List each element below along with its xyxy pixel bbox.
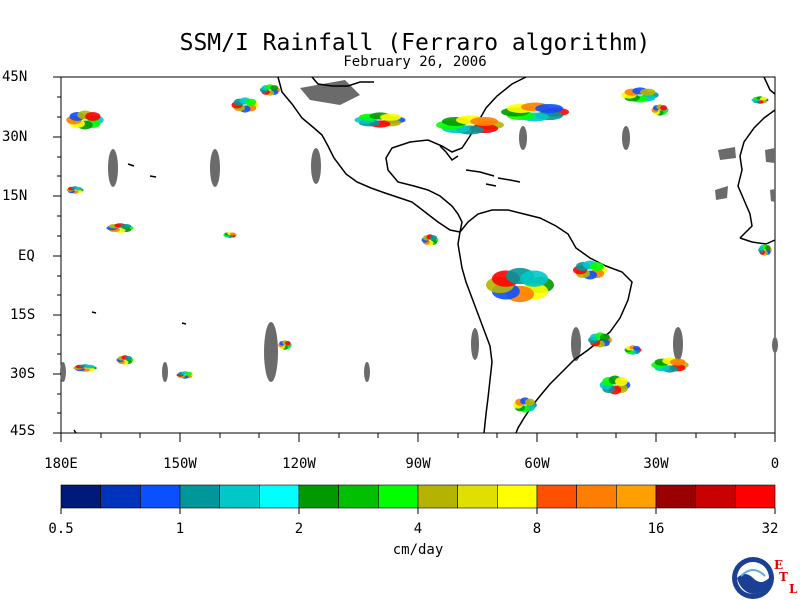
colorbar-tick-6: 32 (761, 521, 779, 537)
rain-cell (640, 88, 656, 96)
rain-cell (525, 398, 535, 406)
colorbar-tick-0: 0.5 (48, 521, 74, 537)
rain-cell (230, 232, 236, 236)
rain-cell (430, 235, 438, 241)
rain-cell (633, 345, 641, 351)
colorbar-tick-1: 1 (175, 521, 185, 537)
lat-label-eq: EQ (18, 248, 35, 264)
rain-cell (590, 261, 605, 271)
lat-label-30n: 30N (2, 129, 28, 145)
rain-cell (120, 223, 132, 229)
rain-cell (660, 105, 668, 111)
rain-cell (615, 376, 628, 386)
rain-cell (470, 116, 499, 126)
lon-label-30w: 30W (643, 456, 669, 472)
map-subtitle: February 26, 2006 (343, 54, 487, 70)
rain-cell (85, 364, 95, 369)
colorbar-tick-2: 2 (294, 521, 304, 537)
rain-cell (380, 113, 402, 121)
rain-cell (600, 333, 610, 341)
rain-cell (670, 358, 686, 366)
colorbar-tick-5: 16 (647, 521, 665, 537)
lat-label-15s: 15S (10, 307, 36, 323)
logo-letter-t: T (779, 570, 788, 584)
lon-label-60w: 60W (524, 456, 550, 472)
rain-cell (765, 245, 771, 251)
rain-cell (760, 96, 768, 101)
rainfall-patches (66, 84, 772, 413)
rain-cell (270, 85, 279, 91)
missing-data-swaths (60, 80, 778, 382)
colorbar-unit: cm/day (392, 542, 444, 558)
lon-ticks (60, 433, 776, 442)
lon-label-150w: 150W (163, 456, 197, 472)
rain-cell (85, 111, 101, 121)
map-title: SSM/I Rainfall (Ferraro algorithm) (179, 30, 651, 56)
rain-cell (245, 98, 257, 106)
lat-label-45n: 45N (2, 69, 28, 85)
rain-cell (125, 355, 133, 361)
coastlines (73, 76, 776, 434)
lat-label-45s: 45S (10, 423, 36, 439)
rain-cell (285, 340, 291, 346)
rain-cell (185, 371, 193, 376)
lat-label-15n: 15N (2, 188, 28, 204)
map-frame (60, 76, 776, 434)
noaa-logo (732, 557, 774, 599)
logo-letter-e: E (774, 558, 784, 572)
lon-label-0: 0 (770, 456, 780, 472)
logo-letter-l: L (789, 582, 798, 596)
rain-cell (520, 270, 549, 287)
rain-cell (535, 103, 564, 113)
colorbar-tick-3: 4 (413, 521, 423, 537)
lon-label-90w: 90W (405, 456, 431, 472)
rain-cell (75, 186, 83, 191)
colorbar-tick-4: 8 (532, 521, 542, 537)
lon-label-180e: 180E (44, 456, 78, 472)
lon-label-120w: 120W (282, 456, 316, 472)
lat-ticks (53, 76, 61, 434)
lat-label-30s: 30S (10, 366, 36, 382)
